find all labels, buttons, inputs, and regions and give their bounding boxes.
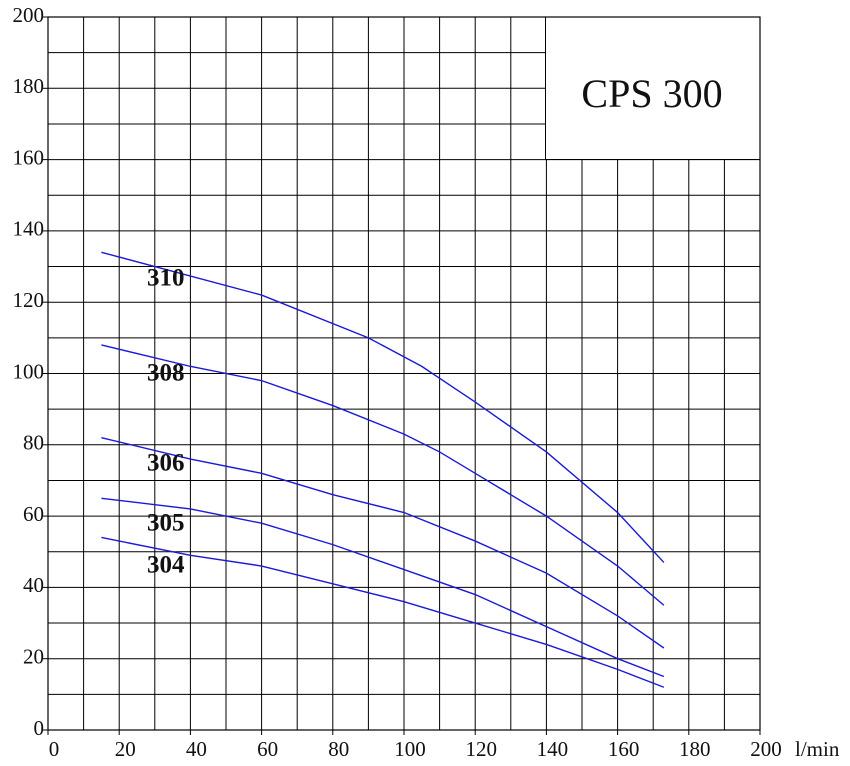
curve: [101, 344, 665, 606]
curve-label: 310: [147, 265, 185, 292]
x-tick-label: 200: [750, 737, 782, 761]
x-tick-label: 180: [679, 737, 711, 761]
y-tick-label: 160: [13, 145, 45, 169]
y-tick-label: 140: [13, 217, 45, 241]
y-tick-label: 120: [13, 288, 45, 312]
curve-label: 308: [147, 360, 185, 387]
x-tick-label: 160: [608, 737, 640, 761]
curve-label: 306: [147, 450, 185, 477]
x-tick-label: 0: [49, 737, 60, 761]
chart-title: CPS 300: [581, 71, 722, 116]
y-tick-label: 0: [34, 716, 45, 740]
x-tick-label: 100: [394, 737, 426, 761]
x-tick-label: 60: [257, 737, 278, 761]
x-tick-label: 80: [328, 737, 349, 761]
x-tick-label: 40: [186, 737, 207, 761]
curve: [101, 497, 665, 678]
y-tick-label: 60: [23, 502, 44, 526]
x-tick-label: 20: [115, 737, 136, 761]
curve: [101, 251, 665, 563]
curve-label: 305: [147, 510, 185, 537]
y-tick-label: 80: [23, 431, 44, 455]
y-tick-label: 200: [13, 3, 45, 27]
y-tick-label: 20: [23, 645, 44, 669]
x-tick-label: 140: [537, 737, 569, 761]
y-tick-label: 40: [23, 573, 44, 597]
curve: [101, 536, 665, 688]
curve: [101, 436, 665, 649]
x-axis-label: l/min: [795, 737, 840, 761]
curve-label: 304: [147, 552, 185, 579]
title-box: [545, 16, 761, 160]
y-tick-label: 180: [13, 74, 45, 98]
y-tick-label: 100: [13, 359, 45, 383]
x-tick-label: 120: [465, 737, 497, 761]
